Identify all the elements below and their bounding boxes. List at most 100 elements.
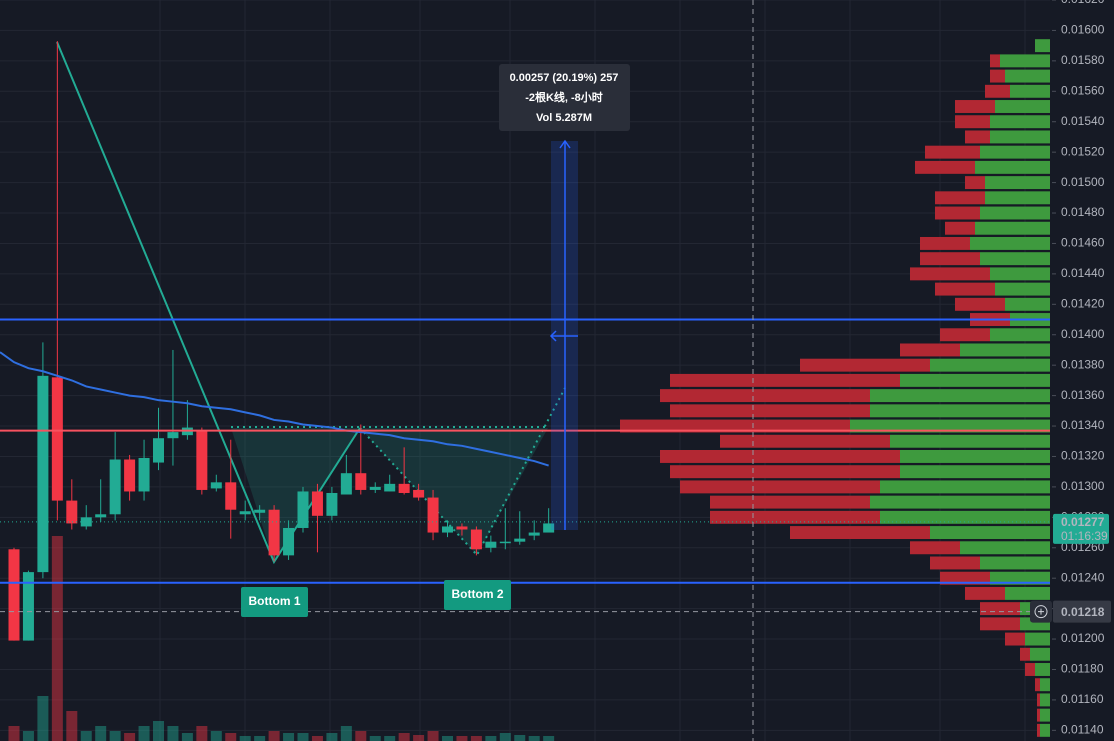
candle-body <box>528 532 540 536</box>
profile-buy <box>880 510 1050 524</box>
tooltip-line: Vol 5.287M <box>536 112 592 124</box>
profile-buy <box>960 343 1050 357</box>
price-axis: 0.01620 0.01600 0.01580 0.01560 0.01540 0.015… <box>1030 0 1114 741</box>
profile-buy <box>880 480 1050 494</box>
last-price-box <box>1053 513 1109 544</box>
volume-bar <box>124 733 136 741</box>
profile-sell <box>965 130 990 144</box>
profile-sell <box>955 297 1005 311</box>
profile-buy <box>990 115 1050 129</box>
profile-buy <box>970 236 1050 250</box>
candle-body <box>340 473 352 495</box>
profile-sell <box>980 602 1020 616</box>
profile-buy <box>995 100 1050 113</box>
y-tick-label: 0.01420 <box>1061 296 1105 310</box>
candle-body <box>138 457 150 492</box>
profile-sell <box>935 282 995 296</box>
y-tick-label: 0.01560 <box>1061 83 1105 97</box>
volume-bar <box>543 736 555 741</box>
volume-bar <box>398 733 410 741</box>
profile-sell <box>965 586 1005 600</box>
volume-bar <box>442 736 453 741</box>
profile-sell <box>900 343 960 357</box>
candle-body <box>254 509 266 513</box>
volume-bar <box>413 735 425 741</box>
profile-buy <box>900 465 1050 479</box>
candle-body <box>470 529 482 550</box>
candle-body <box>153 438 164 463</box>
profile-sell <box>925 145 980 159</box>
candle-body <box>167 432 179 439</box>
profile-sell <box>990 69 1005 83</box>
y-tick-label: 0.01300 <box>1061 479 1105 493</box>
volume-bar <box>326 733 338 741</box>
volume-bar <box>196 726 208 741</box>
profile-buy <box>1005 586 1050 600</box>
candle-body <box>268 509 280 556</box>
annotation-box <box>444 580 511 610</box>
profile-sell <box>945 221 975 235</box>
volume-bar <box>66 711 78 741</box>
candle-body <box>311 491 323 516</box>
volume-bar <box>528 736 540 741</box>
candle-body <box>326 492 338 516</box>
profile-buy <box>1010 84 1050 98</box>
volume-bar <box>51 536 63 741</box>
volume-bar <box>254 736 266 741</box>
candle-body <box>543 523 555 533</box>
profile-sell <box>920 252 980 266</box>
profile-buy <box>1005 297 1050 311</box>
profile-buy <box>990 571 1050 585</box>
candle-body <box>283 527 295 556</box>
volume-bar <box>8 726 20 741</box>
candle-body <box>239 511 251 515</box>
y-tick-label: 0.01600 <box>1061 23 1105 37</box>
volume-bar <box>427 731 439 741</box>
profile-buy <box>1040 693 1050 707</box>
tooltip-line: 0.00257 (20.19%) 257 <box>510 72 619 84</box>
y-tick-label: 0.01460 <box>1061 236 1105 250</box>
volume-bar <box>109 731 121 741</box>
candle-body <box>109 459 121 515</box>
volume-bar <box>485 736 497 741</box>
profile-buy <box>1040 723 1050 737</box>
y-tick-label: 0.01200 <box>1061 631 1105 645</box>
candle-body <box>514 538 526 542</box>
profile-sell <box>1035 678 1040 692</box>
profile-buy <box>990 267 1050 281</box>
annotation-box <box>241 587 308 617</box>
profile-sell <box>1037 693 1040 707</box>
profile-sell <box>955 115 990 129</box>
y-tick-label: 0.01320 <box>1061 449 1105 463</box>
volume-bar <box>297 733 309 741</box>
crosshair-plus <box>1034 605 1048 619</box>
candle-body <box>80 517 92 527</box>
candle-body <box>225 482 237 510</box>
y-tick-label: 0.01380 <box>1061 357 1105 371</box>
candle-body <box>297 491 309 528</box>
profile-sell <box>915 160 975 174</box>
profile-buy <box>1030 647 1050 661</box>
profile-sell <box>940 571 990 585</box>
volume-bar <box>456 736 468 741</box>
candle-body <box>22 572 34 641</box>
profile-buy <box>1000 54 1050 68</box>
profile-sell <box>790 526 930 540</box>
candle-body <box>499 541 511 544</box>
candle-body <box>8 549 20 641</box>
crosshair-price-label: 0.01218 <box>1061 605 1105 619</box>
profile-buy <box>870 404 1050 418</box>
y-tick-label: 0.01240 <box>1061 570 1105 584</box>
profile-buy <box>975 221 1050 235</box>
profile-sell <box>660 450 900 463</box>
volume-bar <box>355 731 367 741</box>
profile-sell <box>935 191 985 205</box>
profile-buy <box>980 206 1050 220</box>
y-tick-label: 0.01340 <box>1061 418 1105 432</box>
volume-layer <box>8 536 555 741</box>
profile-sell <box>955 100 995 113</box>
crosshair-price-box <box>1053 600 1111 623</box>
lines-layer <box>0 318 1050 613</box>
volume-bar <box>384 736 396 741</box>
